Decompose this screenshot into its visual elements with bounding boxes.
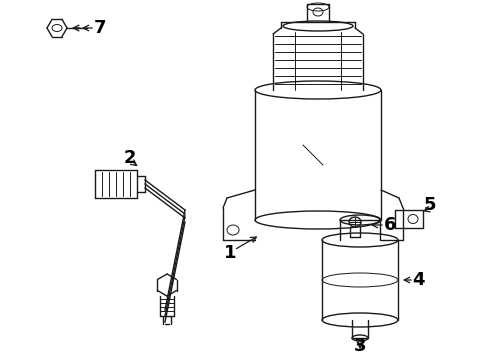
Text: 5: 5 xyxy=(424,196,436,214)
Text: 3: 3 xyxy=(354,337,366,355)
Text: 1: 1 xyxy=(224,244,236,262)
Text: 4: 4 xyxy=(412,271,424,289)
Text: 6: 6 xyxy=(384,216,396,234)
Text: 7: 7 xyxy=(94,19,106,37)
Text: 2: 2 xyxy=(124,149,136,167)
